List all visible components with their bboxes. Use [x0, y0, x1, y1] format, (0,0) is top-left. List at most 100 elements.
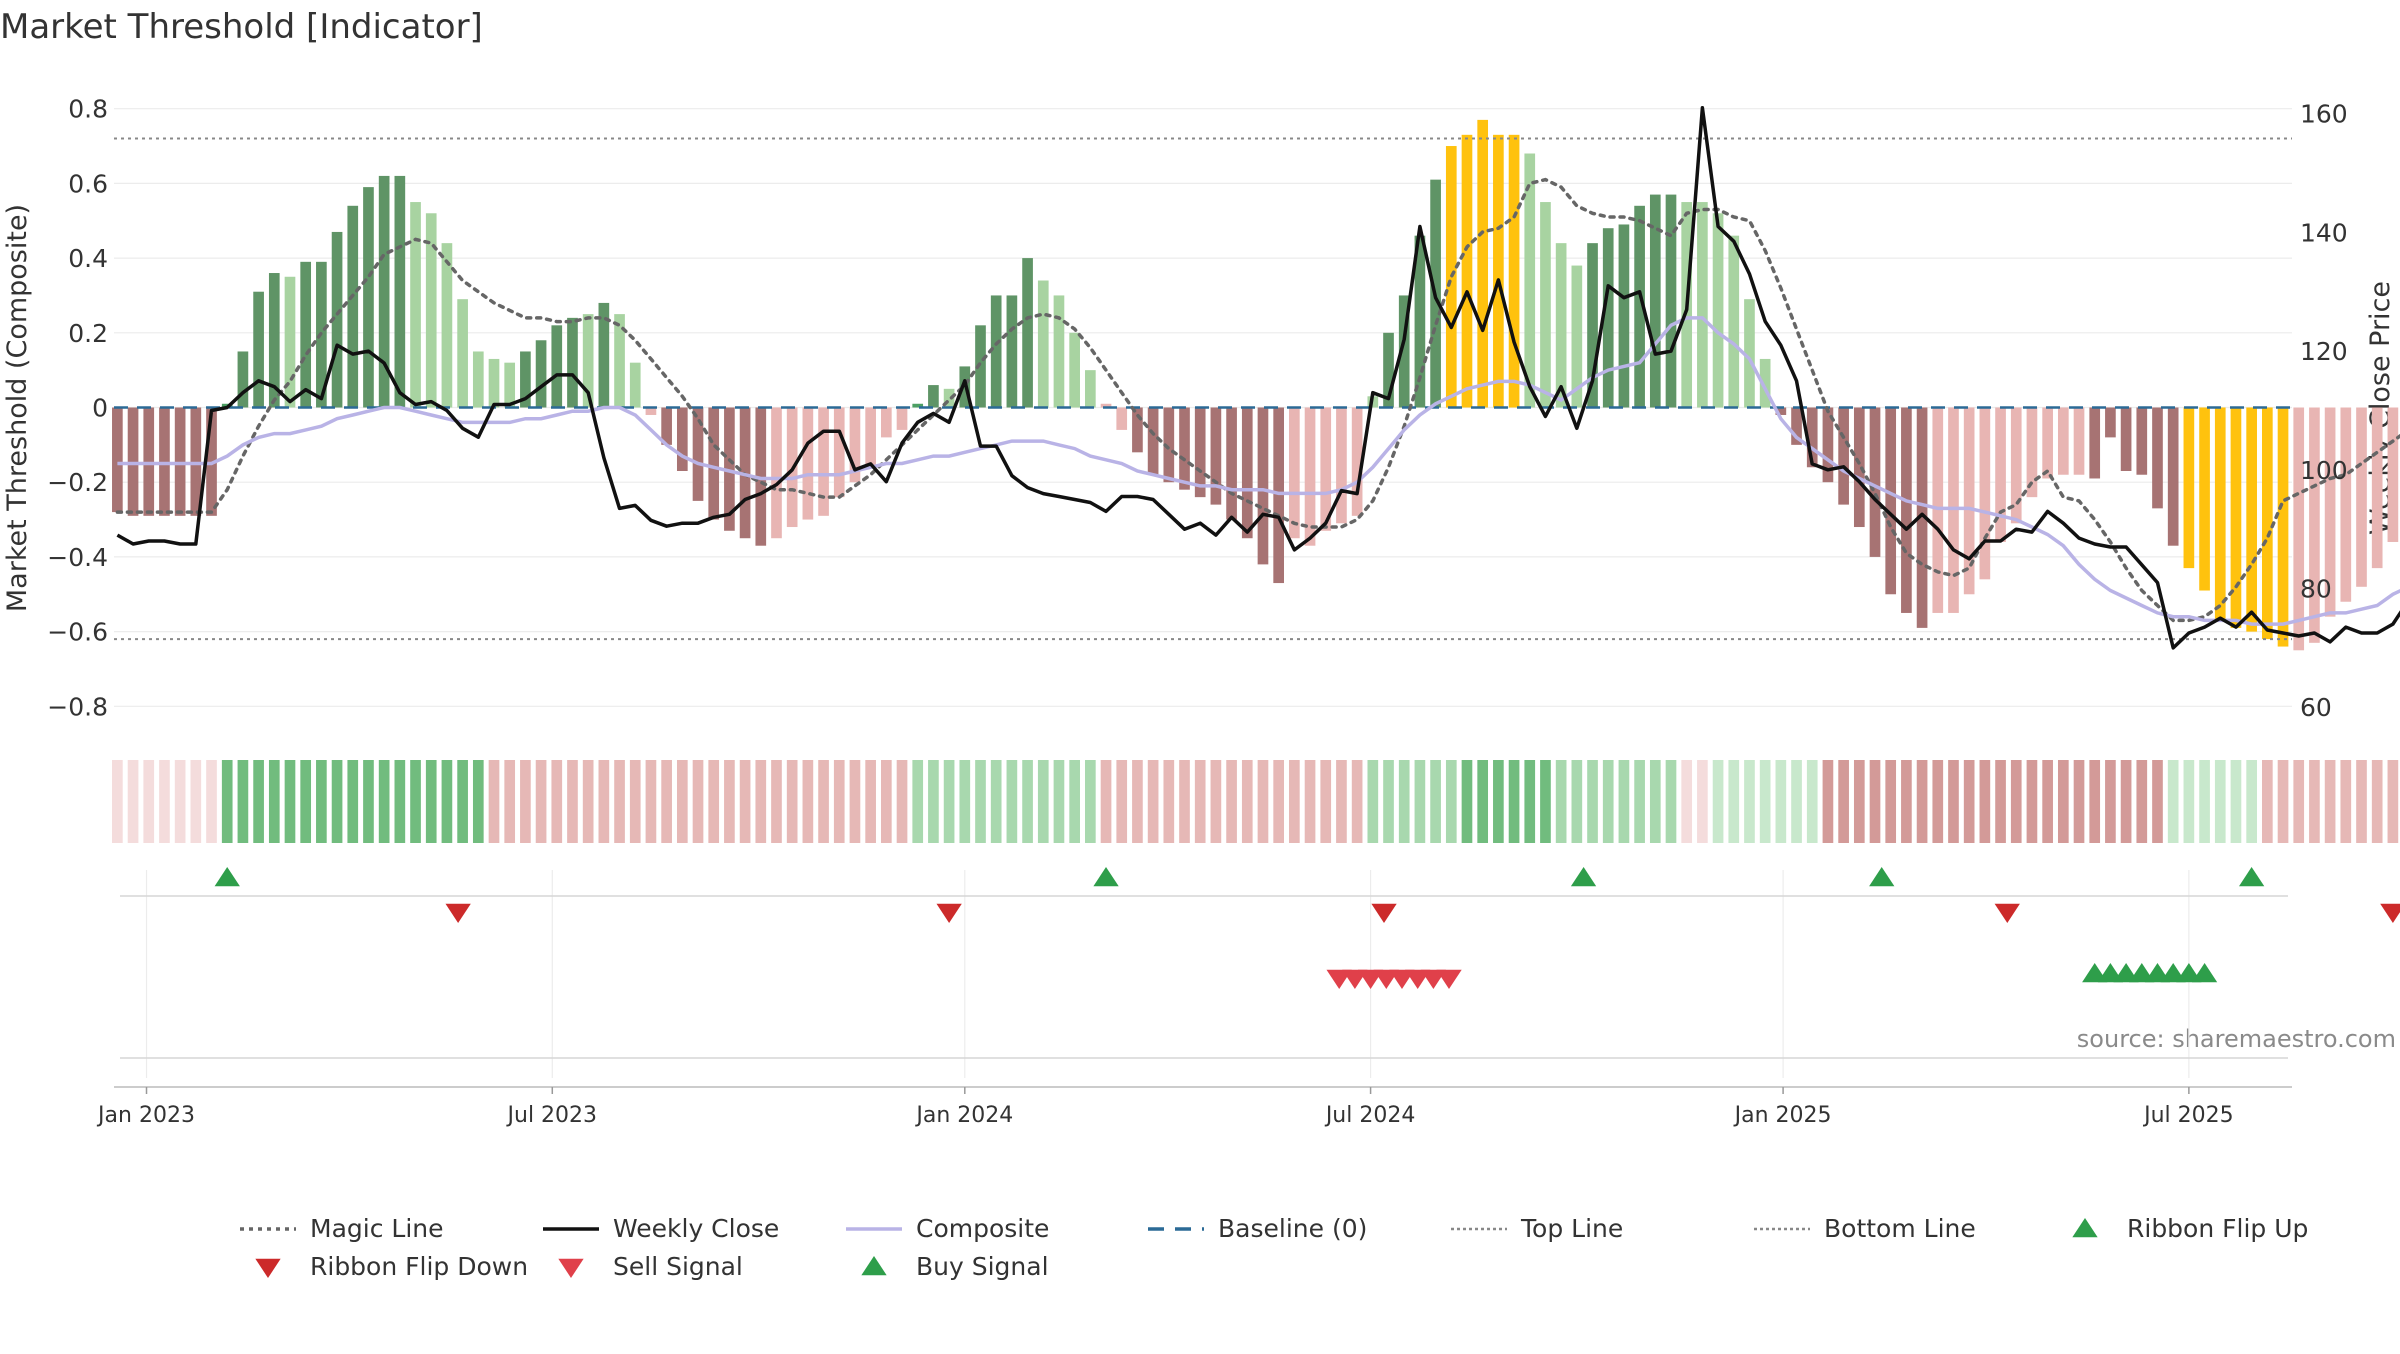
ribbon-cell	[300, 760, 312, 843]
ribbon-cell	[1932, 760, 1944, 843]
ribbon-cell	[551, 760, 563, 843]
legend-item: Weekly Close	[543, 1214, 779, 1243]
composite-bar	[880, 407, 892, 438]
composite-bar	[1791, 407, 1802, 445]
composite-bar	[1147, 407, 1159, 475]
composite-bar	[1398, 295, 1410, 408]
ribbon-cell	[2371, 760, 2383, 843]
ribbon-cell	[1493, 760, 1504, 843]
ribbon-cell	[1022, 760, 1033, 843]
legend-item: Composite	[846, 1214, 1049, 1243]
ribbon-cell	[1853, 760, 1865, 843]
composite-bar	[112, 407, 123, 513]
source-label: source: sharemaestro.com	[2077, 1025, 2396, 1053]
composite-bar	[504, 362, 516, 408]
composite-bar	[1901, 407, 1912, 613]
composite-bar	[1853, 407, 1865, 528]
composite-bar	[2246, 407, 2257, 632]
magic-line	[115, 177, 2400, 623]
composite-bar	[771, 407, 782, 539]
legend-label: Sell Signal	[613, 1252, 743, 1281]
ribbon-cell	[1210, 760, 1222, 843]
composite-bar	[1508, 134, 1520, 408]
composite-bar	[1132, 407, 1143, 453]
composite-bar	[1587, 243, 1598, 408]
composite-bar	[2026, 407, 2038, 498]
composite-bar	[1383, 332, 1394, 408]
composite-bar	[441, 243, 453, 408]
composite-bar	[1571, 265, 1583, 408]
ribbon-cell	[1179, 760, 1190, 843]
x-tick-label: Jan 2023	[96, 1103, 195, 1128]
y-ticks: 0.8 0.6 0.4 0.2 0 −0.2 −0.4 −0.6 −0.8	[47, 95, 108, 722]
legend-item: Bottom Line	[1754, 1214, 1976, 1243]
ribbon-cell	[1351, 760, 1363, 843]
composite-bar	[2105, 407, 2116, 438]
ribbon-cell	[865, 760, 876, 843]
ribbon-cell	[1712, 760, 1724, 843]
ribbon-cell	[2120, 760, 2132, 843]
ribbon-cell	[676, 760, 688, 843]
composite-bar	[1304, 407, 1316, 546]
legend-swatch	[255, 1258, 281, 1278]
y2-tick-label: 60	[2300, 693, 2332, 722]
ribbon-cell	[520, 760, 531, 843]
composite-bar	[2089, 407, 2101, 479]
signal-markers	[214, 867, 2400, 989]
composite-bar	[1806, 407, 1818, 468]
ribbon-cell	[2073, 760, 2085, 843]
ribbon-cell	[2214, 760, 2226, 843]
composite-bar	[1995, 407, 2006, 542]
composite-bar	[1226, 407, 1237, 520]
ribbon-cell	[2356, 760, 2367, 843]
ribbon-cell	[2246, 760, 2257, 843]
y-axis-label: Market Threshold (Composite)	[2, 204, 33, 612]
composite-bar	[1916, 407, 1928, 628]
ribbon-cell	[1053, 760, 1065, 843]
ribbon-cell	[1916, 760, 1928, 843]
ribbon-cell	[1304, 760, 1316, 843]
ribbon-cell	[1367, 760, 1379, 843]
composite-line	[117, 316, 2400, 626]
ribbon-cell	[582, 760, 594, 843]
ribbon-cell	[692, 760, 704, 843]
ribbon-cell	[1414, 760, 1426, 843]
ribbon-cell	[1665, 760, 1677, 843]
ribbon-cell	[1963, 760, 1975, 843]
ribbon-cell	[786, 760, 798, 843]
ribbon-cell	[1194, 760, 1206, 843]
ribbon-cell	[1649, 760, 1661, 843]
composite-bar	[645, 407, 657, 415]
ribbon-cell	[2089, 760, 2101, 843]
ribbon-cell	[425, 760, 437, 843]
ribbon-flip-down-marker	[445, 903, 471, 923]
legend-swatch	[861, 1256, 887, 1276]
composite-bar	[2214, 407, 2226, 621]
composite-bar	[425, 213, 437, 408]
ribbon-flip-up-marker	[1869, 867, 1895, 887]
composite-bar	[2262, 407, 2273, 640]
ribbon-cell	[1540, 760, 1551, 843]
composite-bar	[818, 407, 829, 516]
legend-label: Ribbon Flip Down	[310, 1252, 528, 1281]
composite-bar	[1179, 407, 1190, 490]
ribbon-flip-up-marker	[2239, 867, 2265, 887]
ribbon-cell	[112, 760, 123, 843]
legend-label: Magic Line	[310, 1214, 444, 1243]
y-tick-label: −0.4	[47, 543, 108, 572]
legend-item: Magic Line	[240, 1214, 444, 1243]
composite-bar	[1540, 202, 1551, 408]
composite-bars	[112, 119, 2399, 651]
composite-bar	[1493, 134, 1504, 408]
composite-bar	[2073, 407, 2085, 475]
composite-bar	[1649, 194, 1661, 408]
composite-bar	[284, 276, 296, 408]
ribbon-cell	[2262, 760, 2273, 843]
composite-bar	[629, 362, 641, 408]
composite-bar	[582, 314, 594, 408]
ribbon-cell	[739, 760, 751, 843]
ribbon-cell	[943, 760, 955, 843]
ribbon-cell	[755, 760, 767, 843]
composite-bar	[724, 407, 735, 531]
composite-bar	[2136, 407, 2148, 475]
